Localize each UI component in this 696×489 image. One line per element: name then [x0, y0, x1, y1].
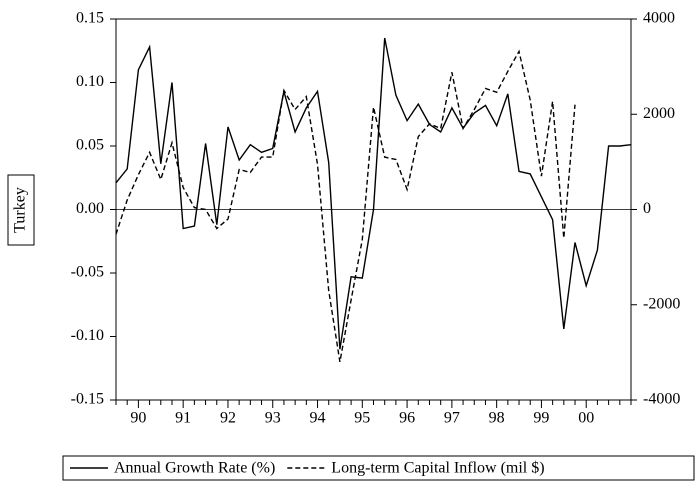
x-tick-label: 98: [489, 410, 505, 427]
x-tick-label: 00: [578, 410, 594, 427]
y-tick-label: 0.15: [76, 10, 104, 27]
y-tick-label: 0.10: [76, 73, 104, 90]
x-tick-label: 96: [399, 410, 415, 427]
series-line: [115, 49, 576, 363]
x-tick-label: 95: [354, 410, 370, 427]
y2-tick-label: 4000: [643, 10, 675, 27]
legend-label: Long-term Capital Inflow (mil $): [331, 460, 544, 477]
y-tick-label: -0.05: [71, 264, 104, 281]
x-tick-label: 99: [533, 410, 549, 427]
y2-tick-label: -2000: [643, 295, 680, 312]
x-tick-label: 93: [265, 410, 281, 427]
y-axis-label: Turkey: [12, 187, 29, 233]
y-tick-label: 0.00: [76, 200, 104, 217]
series-line: [115, 37, 632, 350]
legend-label: Annual Growth Rate (%): [114, 460, 275, 477]
x-tick-label: 94: [310, 410, 326, 427]
y2-tick-label: 2000: [643, 105, 675, 122]
x-tick-label: 91: [175, 410, 191, 427]
y-label-group: Turkey: [7, 174, 35, 246]
legend-box: [62, 455, 695, 481]
y-label-box: [7, 174, 35, 246]
y-tick-label: -0.10: [71, 327, 104, 344]
y2-tick-label: -4000: [643, 391, 680, 408]
x-tick-label: 90: [130, 410, 146, 427]
x-tick-label: 92: [220, 410, 236, 427]
x-tick-label: 97: [444, 410, 460, 427]
y2-tick-label: 0: [643, 200, 651, 217]
y-tick-label: -0.15: [71, 391, 104, 408]
y-tick-label: 0.05: [76, 137, 104, 154]
